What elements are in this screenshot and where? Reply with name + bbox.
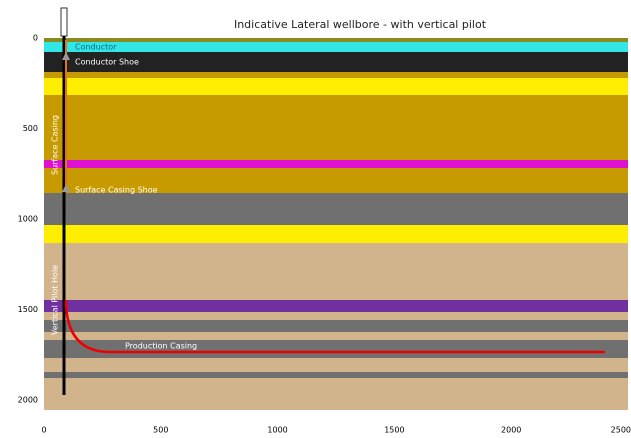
x-tick-label: 2500	[611, 426, 631, 435]
derrick	[60, 7, 68, 37]
layer	[44, 52, 628, 72]
layer	[44, 300, 628, 312]
layer	[44, 168, 628, 193]
layer	[44, 372, 628, 378]
layer	[44, 340, 628, 358]
label: Production Casing	[125, 342, 197, 351]
production-casing	[64, 299, 605, 354]
label: Vertical Pilot Hole	[51, 265, 60, 335]
layer	[44, 160, 628, 168]
y-tick-label: 1500	[18, 305, 38, 314]
x-tick-label: 1500	[384, 426, 404, 435]
y-tick-label: 1000	[18, 215, 38, 224]
layer	[44, 72, 628, 78]
layer	[44, 320, 628, 332]
well	[60, 7, 605, 395]
x-tick-label: 2000	[501, 426, 521, 435]
x-tick-label: 0	[41, 426, 46, 435]
y-tick-label: 2000	[18, 396, 38, 405]
label: Conductor	[75, 43, 117, 52]
strata	[44, 38, 628, 410]
label: Surface Casing Shoe	[75, 186, 158, 195]
layer	[44, 193, 628, 225]
layer	[44, 42, 628, 52]
layer	[44, 358, 628, 372]
layer	[44, 78, 628, 95]
y-tick-label: 0	[33, 34, 38, 43]
shoe-marker	[62, 52, 70, 60]
layer	[44, 378, 628, 410]
label: Conductor Shoe	[75, 58, 139, 67]
layer	[44, 312, 628, 320]
layer	[44, 95, 628, 160]
y-tick-label: 500	[23, 124, 38, 133]
shoe-marker	[62, 184, 70, 192]
title: Indicative Lateral wellbore - with verti…	[234, 18, 487, 31]
x-tick-label: 500	[153, 426, 168, 435]
layer	[44, 243, 628, 300]
x-tick-label: 1000	[267, 426, 287, 435]
layer	[44, 38, 628, 42]
layer	[44, 332, 628, 340]
layer	[44, 225, 628, 243]
label: Surface Casing	[51, 115, 60, 175]
